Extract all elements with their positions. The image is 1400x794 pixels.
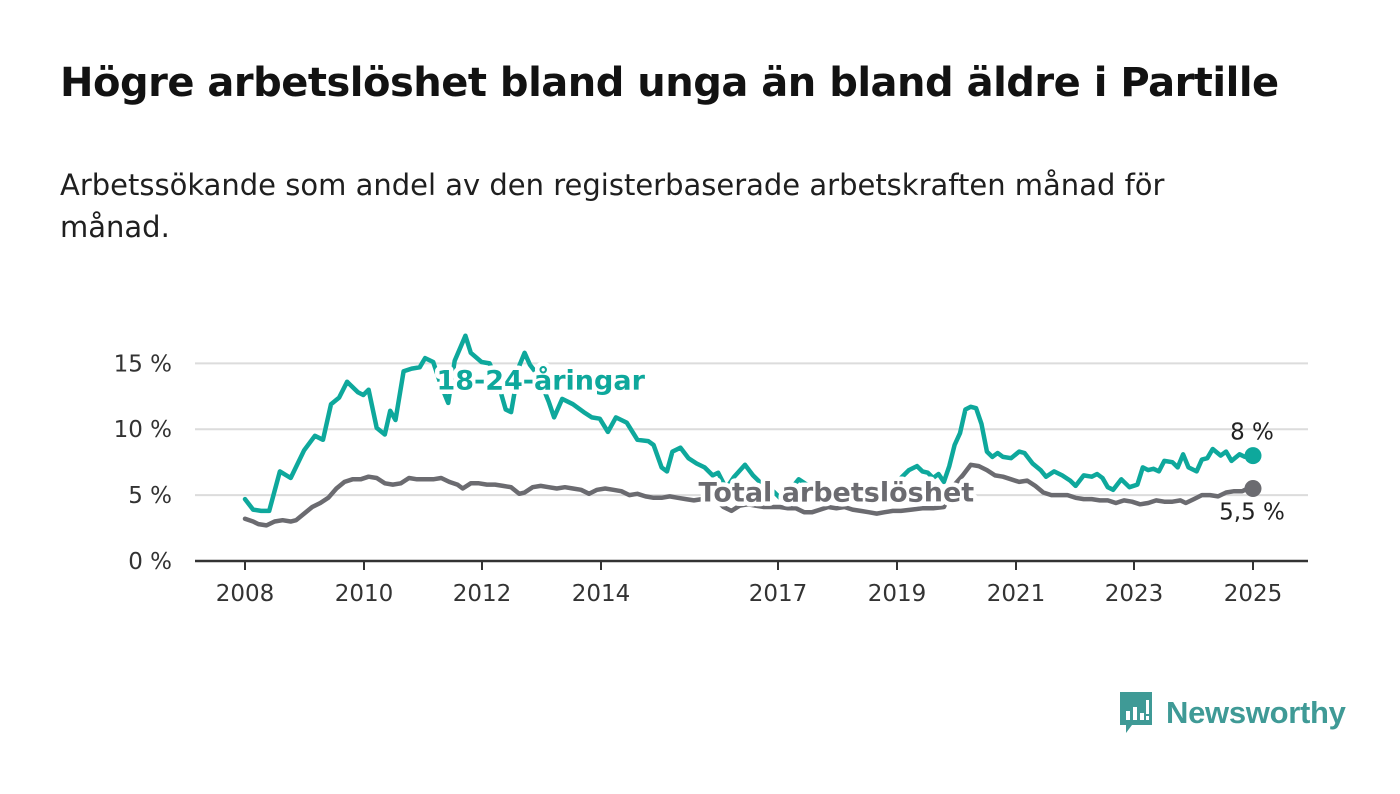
x-tick-label: 2023	[1105, 581, 1164, 607]
x-tick-label: 2017	[749, 581, 808, 607]
x-tick-label: 2021	[987, 581, 1046, 607]
series-label-halo: 18-24-åringar	[436, 365, 645, 397]
x-tick-label: 2012	[453, 581, 512, 607]
series-label-youth: 18-24-åringar	[436, 365, 645, 397]
y-tick-label: 0 %	[128, 549, 172, 575]
chart-subtitle: Arbetssökande som andel av den registerb…	[60, 168, 1165, 244]
series-line-total	[242, 462, 1256, 528]
y-tick-label: 15 %	[114, 351, 172, 377]
end-point-total	[1244, 480, 1262, 498]
x-tick-label: 2019	[868, 581, 927, 607]
series-label-total: Total arbetslöshet	[699, 478, 975, 509]
end-label-total: 5,5 %	[1219, 500, 1285, 526]
end-point-youth	[1244, 447, 1262, 465]
y-tick-label: 10 %	[114, 417, 172, 443]
bar-chart-speech-bubble-icon	[1120, 692, 1152, 733]
x-tick-label: 2010	[335, 581, 394, 607]
series-label-halo: Total arbetslöshet	[699, 478, 975, 509]
series-line-youth	[242, 333, 1256, 514]
x-tick-label: 2008	[216, 581, 275, 607]
chart-title: Högre arbetslöshet bland unga än bland ä…	[60, 60, 1279, 106]
x-tick-label: 2025	[1224, 581, 1283, 607]
brand-name: Newsworthy	[1166, 695, 1346, 730]
brand-logo: Newsworthy	[1118, 690, 1346, 736]
x-tick-label: 2014	[572, 581, 631, 607]
y-tick-label: 5 %	[128, 483, 172, 509]
end-label-youth: 8 %	[1230, 420, 1274, 446]
